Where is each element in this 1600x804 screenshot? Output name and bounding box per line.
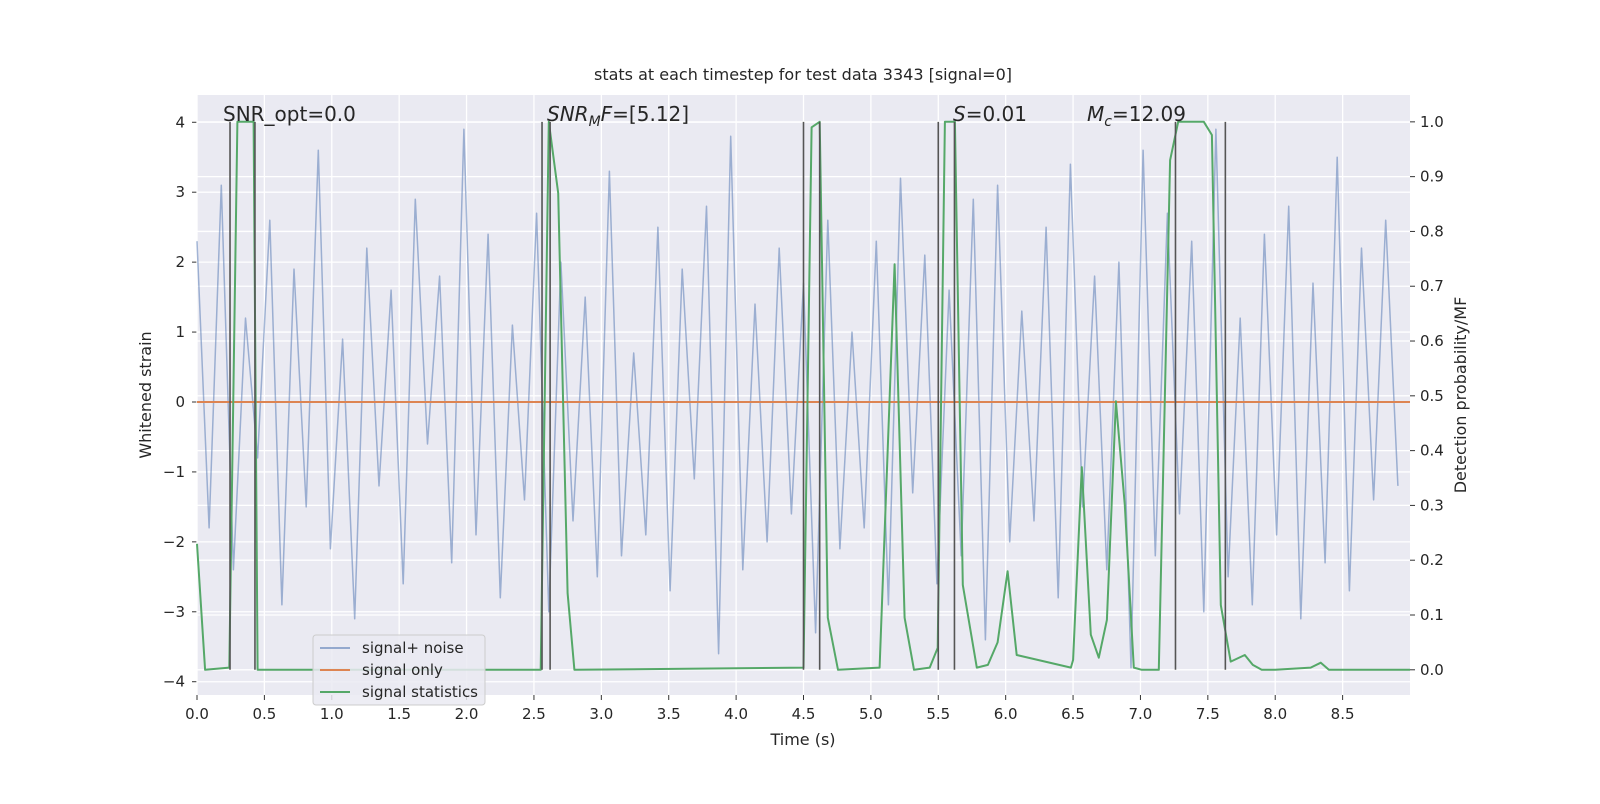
y-tick-label: −4 [163, 673, 185, 691]
annotation: S=0.01 [953, 102, 1027, 126]
x-tick-label: 5.0 [859, 705, 883, 723]
legend-label: signal+ noise [362, 639, 464, 657]
y-tick-label: 4 [175, 113, 185, 131]
annotation-part: M [1087, 102, 1104, 126]
y2-tick-label: 0.9 [1420, 168, 1444, 186]
y2-tick-label: 0.7 [1420, 277, 1444, 295]
x-tick-label: 8.0 [1263, 705, 1287, 723]
chart-title: stats at each timestep for test data 334… [594, 65, 1012, 84]
legend: signal+ noise signal only signal statistic… [312, 634, 486, 706]
y2-tick-label: 0.4 [1420, 442, 1444, 460]
y-tick-label: −1 [163, 463, 185, 481]
x-tick-label: 8.5 [1331, 705, 1355, 723]
y2-tick-label: 0.2 [1420, 551, 1444, 569]
legend-label: signal only [362, 661, 443, 679]
y2-tick-label: 0.1 [1420, 606, 1444, 624]
y2-tick-label: 1.0 [1420, 113, 1444, 131]
annotation-part: c [1104, 114, 1112, 130]
annotation-part: =12.09 [1112, 102, 1186, 126]
y-axis-label: Whitened strain [136, 331, 155, 458]
x-tick-label: 2.0 [455, 705, 479, 723]
legend-box [312, 634, 486, 706]
y2-axis-label: Detection probability/MF [1451, 297, 1470, 494]
annotation: SNRMF=[5.12] [547, 102, 689, 130]
x-tick-label: 6.5 [1061, 705, 1085, 723]
annotation-part: S [953, 102, 966, 126]
annotation-part: =0.01 [966, 102, 1027, 126]
annotation-part: M [589, 114, 601, 130]
y2-tick-label: 0.5 [1420, 387, 1444, 405]
annotation-part: =[5.12] [612, 102, 689, 126]
y2-tick-label: 0.3 [1420, 496, 1444, 514]
x-tick-label: 0.0 [185, 705, 209, 723]
x-tick-label: 1.5 [387, 705, 411, 723]
y2-tick-label: 0.0 [1420, 661, 1444, 679]
y-tick-label: 1 [175, 323, 185, 341]
annotation-part: SNR_opt=0.0 [223, 102, 356, 126]
y-tick-label: −3 [163, 603, 185, 621]
annotation: Mc=12.09 [1087, 102, 1186, 130]
annotation-part: SNR [547, 102, 589, 126]
x-tick-label: 3.0 [589, 705, 613, 723]
annotation: SNR_opt=0.0 [223, 102, 356, 126]
x-tick-label: 7.0 [1129, 705, 1153, 723]
y-tick-label: −2 [163, 533, 185, 551]
series-line [196, 128, 1399, 669]
y-tick-label: 3 [175, 183, 185, 201]
series-line [196, 120, 1410, 671]
legend-label: signal statistics [362, 683, 478, 701]
annotation-part: F [601, 102, 613, 126]
x-tick-label: 5.5 [926, 705, 950, 723]
y2-tick-label: 0.8 [1420, 222, 1444, 240]
x-axis-label: Time (s) [769, 730, 835, 749]
y-tick-label: 0 [175, 393, 185, 411]
y-tick-label: 2 [175, 253, 185, 271]
x-tick-label: 7.5 [1196, 705, 1220, 723]
x-tick-label: 4.5 [792, 705, 816, 723]
x-tick-label: 0.5 [252, 705, 276, 723]
y2-tick-label: 0.6 [1420, 332, 1444, 350]
x-tick-label: 4.0 [724, 705, 748, 723]
x-tick-label: 6.0 [994, 705, 1018, 723]
x-tick-label: 3.5 [657, 705, 681, 723]
x-tick-label: 1.0 [320, 705, 344, 723]
x-tick-label: 2.5 [522, 705, 546, 723]
